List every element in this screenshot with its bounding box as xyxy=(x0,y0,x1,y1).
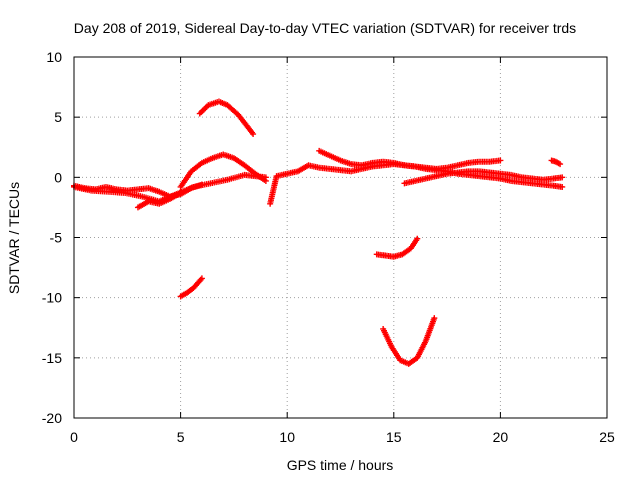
x-axis-title: GPS time / hours xyxy=(287,457,394,473)
y-tick-label: -5 xyxy=(50,230,63,246)
plot-frame xyxy=(73,56,608,419)
data-points xyxy=(71,98,566,367)
series-track-d xyxy=(177,151,269,190)
y-tick-label: 10 xyxy=(46,49,62,65)
data-point xyxy=(414,235,421,242)
grid xyxy=(74,57,607,418)
x-tick-label: 0 xyxy=(70,429,78,445)
data-point xyxy=(250,131,257,138)
y-tick-label: 5 xyxy=(54,109,62,125)
data-point xyxy=(431,315,438,322)
chart-title: Day 208 of 2019, Sidereal Day-to-day VTE… xyxy=(74,20,576,36)
series-track-l xyxy=(380,315,438,367)
series-track-e xyxy=(196,98,257,138)
series-track-j xyxy=(548,157,564,168)
x-tick-label: 15 xyxy=(386,429,402,445)
series-track-g xyxy=(267,161,566,207)
data-point xyxy=(559,183,566,190)
series-track-h xyxy=(316,147,504,172)
y-tick-label: -15 xyxy=(42,350,62,366)
series-track-f xyxy=(177,275,205,300)
series-track-k xyxy=(373,235,421,260)
data-point xyxy=(557,161,564,168)
axis-tick-labels: 0 5 10 15 20 25 -20 -15 -10 -5 0 5 10 xyxy=(42,49,615,445)
series-track-c xyxy=(134,189,184,211)
data-point xyxy=(559,174,566,181)
x-tick-label: 5 xyxy=(177,429,185,445)
x-tick-label: 20 xyxy=(493,429,509,445)
x-tick-label: 25 xyxy=(599,429,615,445)
axis-ticks xyxy=(73,56,608,419)
data-point xyxy=(198,275,205,282)
data-point xyxy=(497,157,504,164)
x-tick-label: 10 xyxy=(279,429,295,445)
data-point xyxy=(262,177,269,184)
series-track-i xyxy=(401,168,566,187)
y-tick-label: 0 xyxy=(54,169,62,185)
y-axis-title: SDTVAR / TECUs xyxy=(6,182,22,294)
data-point xyxy=(177,189,184,196)
y-tick-label: -10 xyxy=(42,290,62,306)
y-tick-label: -20 xyxy=(42,410,62,426)
